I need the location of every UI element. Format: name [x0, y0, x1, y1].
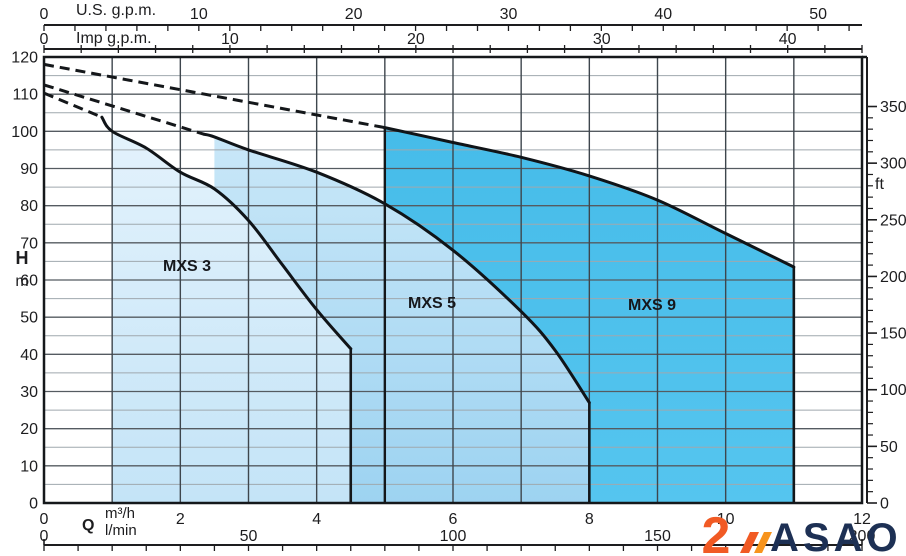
logo-stripe-2 [754, 532, 772, 553]
us-gpm-tick-label: 50 [809, 6, 827, 23]
head-m-tick-label: 50 [20, 310, 38, 327]
us-gpm-axis-title: U.S. g.p.m. [76, 2, 157, 19]
flow-m3h-tick-label: 12 [853, 511, 871, 528]
flow-lmin-tick-label: 50 [240, 528, 258, 545]
head-m-tick-label: 10 [20, 458, 38, 475]
head-m-tick-label: 0 [29, 496, 38, 513]
logo-stripe-1 [740, 532, 759, 553]
mxs-9-hq-curve [383, 126, 796, 269]
imp-gpm-tick-label: 20 [407, 31, 425, 48]
logo-swan-mark: 2 [702, 507, 731, 556]
head-m-tick-label: 30 [20, 384, 38, 401]
flow-m3h-tick-label: 4 [312, 511, 321, 528]
head-axis-unit: m [15, 273, 29, 290]
head-m-tick-label: 120 [11, 50, 38, 67]
feet-tick-label: 150 [880, 326, 906, 343]
flow-m3h-tick-label: 2 [176, 511, 185, 528]
flow-lmin-tick-label: 200 [849, 528, 876, 545]
us-gpm-tick-label: 20 [345, 6, 363, 23]
series-label-mxs3: MXS 3 [162, 258, 211, 275]
flow-m3h-tick-label: 0 [40, 511, 49, 528]
feet-tick-label: 350 [880, 99, 906, 116]
imp-gpm-tick-label: 0 [40, 31, 49, 48]
series-label-mxs5: MXS 5 [407, 295, 456, 312]
feet-axis-unit: ft [875, 176, 884, 193]
head-m-tick-label: 80 [20, 198, 38, 215]
head-m-tick-label: 100 [11, 124, 38, 141]
us-gpm-axis: 0 10 20 30 40 50 [40, 6, 862, 31]
mxs-3-hq-curve [100, 115, 353, 351]
mxs-9-dashed-curve [43, 62, 386, 130]
head-m-tick-label: 90 [20, 161, 38, 178]
flow-axis-unit-m3h: m³/h [105, 505, 135, 522]
head-m-tick-label: 20 [20, 421, 38, 438]
head-m-axis: 0 10 20 30 40 50 60 70 80 90 100 110 120 [11, 50, 38, 513]
mxs-3-dashed-curve [43, 91, 103, 119]
mxs-5-dashed-curve [43, 83, 205, 136]
head-axis-symbol: H [15, 248, 29, 268]
us-gpm-tick-label: 30 [500, 6, 518, 23]
head-m-tick-label: 110 [12, 87, 38, 104]
head-m-tick-label: 60 [20, 273, 38, 290]
flow-lmin-tick-label: 150 [644, 528, 671, 545]
flow-axis-symbol: Q [82, 517, 95, 534]
us-gpm-tick-label: 0 [40, 6, 49, 23]
plot-border [42, 55, 864, 505]
head-m-tick-label: 40 [20, 347, 38, 364]
imp-gpm-tick-label: 40 [779, 31, 797, 48]
head-ft-axis: 0 50 100 150 200 250 300 350 [862, 55, 906, 513]
series-label-mxs9: MXS 9 [627, 297, 676, 314]
flow-m3h-tick-label: 10 [717, 511, 735, 528]
feet-tick-label: 0 [880, 496, 889, 513]
feet-tick-label: 50 [880, 439, 898, 456]
feet-tick-label: 100 [880, 382, 906, 399]
imp-gpm-tick-label: 10 [221, 31, 239, 48]
us-gpm-tick-label: 40 [654, 6, 672, 23]
us-gpm-tick-label: 10 [190, 6, 208, 23]
logo-wordmark: ASAO [770, 516, 902, 556]
asao-logo-mark: 2 [702, 507, 772, 556]
flow-axis: 0 2 4 6 8 10 12 0 50 100 150 200 [40, 511, 876, 551]
flow-lmin-tick-label: 100 [440, 528, 467, 545]
feet-tick-label: 200 [880, 269, 906, 286]
flow-m3h-tick-label: 6 [449, 511, 458, 528]
imp-gpm-axis: 0 10 20 30 40 [40, 31, 863, 53]
flow-axis-unit-lmin: l/min [105, 522, 137, 539]
imp-gpm-axis-title: Imp g.p.m. [76, 30, 152, 47]
flow-lmin-tick-label: 0 [40, 528, 49, 545]
feet-tick-label: 300 [880, 156, 906, 173]
head-m-tick-label: 70 [20, 235, 38, 252]
feet-tick-label: 250 [880, 212, 906, 229]
imp-gpm-tick-label: 30 [593, 31, 611, 48]
flow-m3h-tick-label: 8 [585, 511, 594, 528]
